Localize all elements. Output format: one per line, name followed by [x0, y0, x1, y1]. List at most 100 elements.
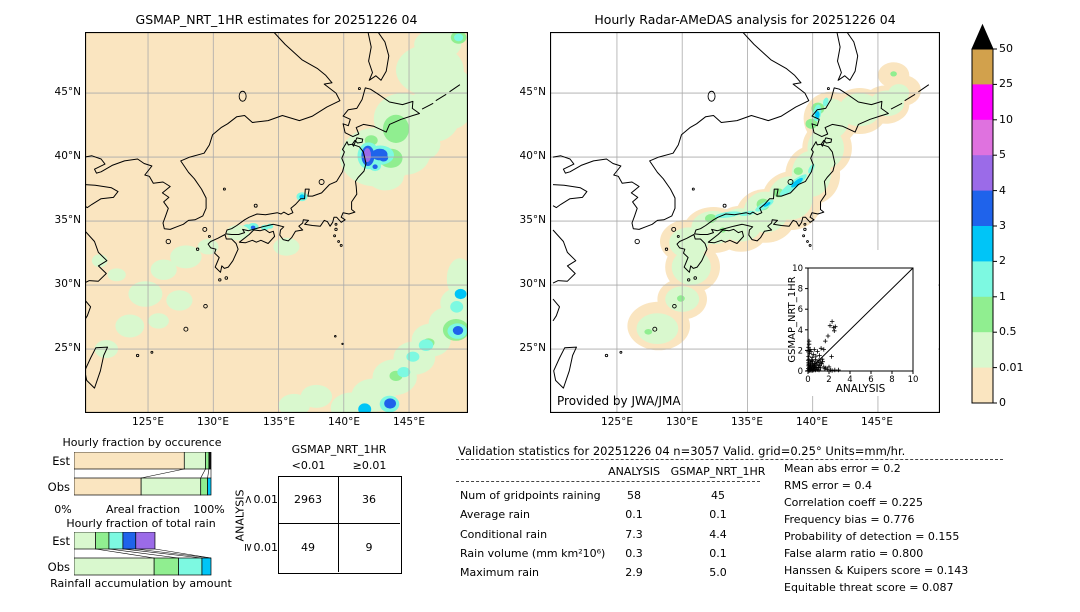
- left-map-lon-tick: 145°E: [393, 416, 425, 428]
- bar-segment: [135, 532, 156, 550]
- precip-blob: [454, 288, 467, 300]
- coastline: [707, 228, 744, 244]
- right-map-lat-tick: 45°N: [519, 86, 546, 98]
- precip-blob: [148, 313, 169, 329]
- right-map-lon-tick: 135°E: [731, 416, 763, 428]
- precip-blob: [890, 71, 897, 77]
- scatter-point: [813, 353, 819, 359]
- island: [652, 326, 658, 332]
- right-map-lat-tick: 35°N: [519, 214, 546, 226]
- colorbar-tick-label: 1: [999, 289, 1006, 303]
- precip-blob: [446, 258, 468, 300]
- contingency-col-group: GSMAP_NRT_1HR: [291, 443, 387, 456]
- coastline: [225, 137, 367, 242]
- bar-segment: [183, 452, 206, 470]
- precip-blob: [128, 281, 163, 307]
- island: [165, 238, 171, 245]
- map-credit: Provided by JWA/JMA: [557, 394, 681, 408]
- bar-segment: [178, 557, 203, 576]
- scatter-point: [829, 319, 835, 324]
- map-frame: [550, 32, 940, 413]
- island: [222, 187, 226, 191]
- precip-blob: [454, 33, 464, 42]
- right-map-title: Hourly Radar-AMeDAS analysis for 2025122…: [594, 12, 896, 27]
- colorbar-segment: [972, 332, 993, 369]
- precip-blob: [379, 153, 389, 162]
- scatter-point: [813, 357, 818, 362]
- scatter-point: [823, 338, 828, 344]
- island: [333, 234, 337, 238]
- inset-x-tick-label: 4: [847, 375, 852, 385]
- contingency-cell-00: 2963: [294, 493, 322, 506]
- island: [604, 353, 609, 358]
- island: [203, 303, 208, 309]
- scatter-point: [812, 347, 817, 352]
- occurrence-bars: [74, 452, 212, 496]
- scatter-point: [829, 354, 834, 359]
- contingency-cell-01: 36: [362, 493, 376, 506]
- inset-x-tick-label: 6: [868, 375, 873, 385]
- island: [334, 222, 338, 226]
- colorbar-segment: [972, 296, 993, 333]
- totalrain-chart-title: Hourly fraction of total rain: [66, 517, 216, 530]
- contingency-row-label-lt: <0.01: [240, 493, 278, 506]
- lake-khanka: [707, 90, 716, 102]
- stats-row-label: Conditional rain: [460, 528, 548, 541]
- lt-value: 0.01: [253, 493, 279, 506]
- coastline: [552, 229, 577, 284]
- metric-text: RMS error = 0.4: [784, 479, 872, 492]
- header-underline: [456, 481, 760, 482]
- stats-col-gsmap: GSMAP_NRT_1HR: [670, 465, 766, 478]
- stats-col-analysis: ANALYSIS: [608, 465, 660, 478]
- metric-text: False alarm ratio = 0.800: [784, 547, 924, 560]
- stats-row-analysis-value: 58: [627, 489, 641, 502]
- inset-y-tick-label: 4: [798, 326, 803, 336]
- coastline: [552, 32, 810, 230]
- diagonal-line: [807, 267, 914, 372]
- stats-row-label: Num of gridpoints raining: [460, 489, 601, 502]
- inset-y-tick-label: 6: [798, 305, 803, 315]
- inset-y-tick-label: 10: [792, 264, 803, 274]
- inset-scatter-panel: 0 2 4 6 8 10 0 2 4 6 8 10 ANALYSIS GSMAP_NRT_1HR: [787, 250, 938, 396]
- metric-text: Frequency bias = 0.776: [784, 513, 915, 526]
- precip-blob: [115, 314, 145, 338]
- precip-blob: [358, 403, 372, 413]
- scatter-point: [817, 353, 822, 358]
- left-map-lat-tick: 35°N: [54, 214, 81, 226]
- island: [676, 234, 680, 238]
- coastline: [85, 346, 109, 389]
- precip-blob: [822, 97, 829, 107]
- scatter-point: [825, 333, 831, 339]
- ge-symbol: ≥: [242, 542, 256, 553]
- island: [803, 227, 807, 232]
- colorbar-segment: [972, 84, 993, 121]
- precip-blob: [299, 194, 305, 199]
- stats-row-label: Maximum rain: [460, 566, 539, 579]
- scatter-point: [806, 358, 811, 363]
- coastline: [552, 298, 560, 322]
- coastline: [676, 234, 708, 273]
- bar-segment: [74, 477, 142, 496]
- colorbar-tick-label: 0.5: [999, 325, 1017, 339]
- scatter-point: [806, 349, 811, 355]
- inset-frame: [807, 267, 914, 372]
- connector-line: [108, 548, 179, 559]
- island: [802, 234, 806, 238]
- scatter-point: [833, 324, 838, 329]
- right-map-lon-tick: 130°E: [666, 416, 698, 428]
- contingency-col-label-ge: ≥0.01: [352, 459, 387, 472]
- island: [808, 243, 812, 247]
- left-map-lon-tick: 125°E: [132, 416, 164, 428]
- coastline: [435, 93, 447, 102]
- coastline: [85, 32, 341, 230]
- scatter-point: [832, 367, 837, 373]
- coastline: [904, 93, 916, 102]
- metric-text: Correlation coeff = 0.225: [784, 496, 923, 509]
- inset-x-tick-label: 8: [889, 375, 894, 385]
- precip-blob: [150, 259, 177, 280]
- island: [224, 276, 229, 280]
- map-frame: [85, 32, 468, 413]
- bar-segment: [95, 532, 110, 550]
- totalrain-bars: [74, 532, 212, 576]
- stats-row-label: Rain volume (mm km²10⁶): [460, 547, 606, 560]
